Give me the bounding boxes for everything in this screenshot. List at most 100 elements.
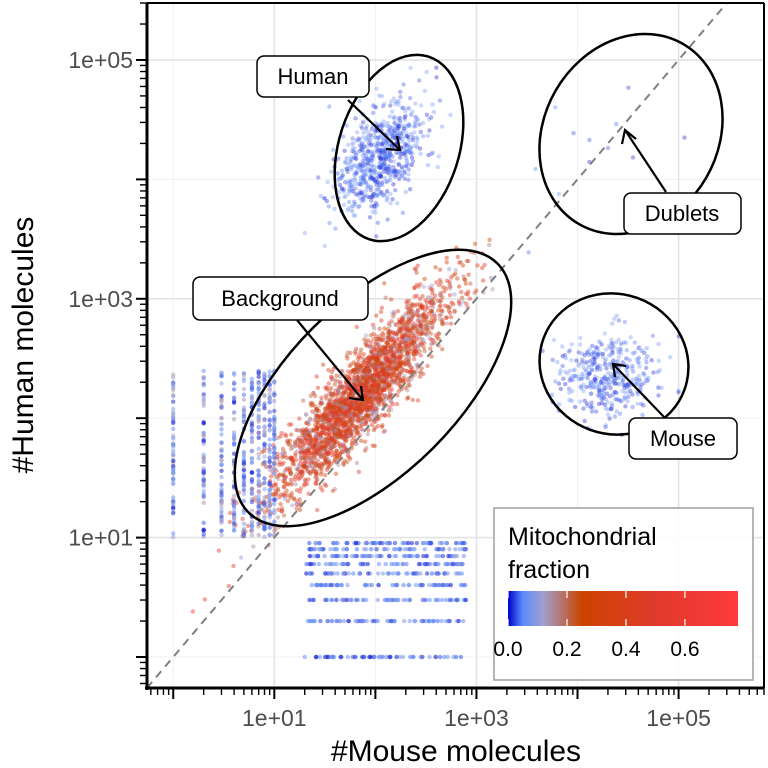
data-point — [346, 393, 351, 398]
data-point — [587, 371, 592, 376]
data-point — [376, 394, 381, 400]
data-point — [383, 387, 388, 392]
data-point — [330, 195, 335, 200]
data-point — [308, 450, 313, 456]
data-point — [375, 139, 381, 145]
data-point — [349, 185, 355, 191]
data-point — [377, 165, 383, 170]
data-point — [368, 133, 373, 138]
data-point — [343, 404, 348, 410]
data-point — [378, 309, 384, 315]
data-point — [345, 208, 350, 213]
data-point — [656, 358, 661, 363]
data-point — [319, 547, 324, 552]
data-point — [256, 455, 261, 461]
data-point — [388, 174, 393, 179]
data-point — [343, 389, 348, 394]
data-point — [400, 335, 405, 340]
data-point — [309, 438, 314, 443]
data-point — [351, 423, 356, 428]
data-point — [352, 155, 357, 160]
data-point — [381, 387, 387, 392]
data-point — [326, 450, 331, 456]
data-point — [398, 362, 404, 367]
data-point — [630, 363, 635, 369]
data-point — [372, 356, 377, 362]
data-point — [322, 457, 328, 463]
data-point — [379, 424, 385, 430]
data-point — [380, 385, 385, 390]
data-point — [584, 384, 589, 390]
data-point — [402, 150, 407, 155]
data-point — [387, 372, 392, 377]
data-point — [603, 385, 609, 390]
data-point — [317, 432, 322, 437]
data-point — [369, 422, 375, 428]
data-point — [325, 405, 330, 410]
data-point — [560, 363, 565, 369]
data-point — [282, 496, 287, 502]
data-point — [319, 398, 324, 403]
data-point — [320, 488, 325, 493]
data-point — [241, 521, 247, 526]
data-point — [402, 345, 407, 350]
data-point — [282, 476, 288, 481]
data-point — [299, 448, 304, 454]
data-point — [373, 187, 379, 193]
data-point — [404, 164, 409, 169]
data-point — [366, 133, 371, 138]
data-point — [419, 323, 424, 329]
data-point — [356, 379, 361, 384]
data-point — [336, 388, 341, 393]
data-point — [609, 352, 614, 357]
data-point — [390, 357, 396, 362]
data-point — [628, 335, 633, 340]
data-point — [602, 392, 607, 397]
data-point — [406, 339, 411, 344]
data-point — [395, 365, 400, 370]
data-point — [380, 103, 386, 109]
data-point — [625, 364, 630, 370]
data-point — [395, 360, 400, 365]
data-point — [337, 408, 342, 413]
data-point — [375, 357, 380, 362]
data-point — [374, 547, 380, 552]
data-point — [408, 65, 413, 71]
data-point — [377, 368, 382, 373]
data-point — [318, 485, 323, 490]
data-point — [348, 183, 354, 188]
data-point — [249, 400, 255, 406]
data-point — [428, 346, 433, 351]
data-point — [390, 311, 395, 316]
data-point — [376, 416, 381, 421]
data-point — [364, 172, 369, 177]
data-point — [413, 101, 418, 106]
data-point — [331, 413, 337, 418]
data-point — [415, 137, 420, 142]
data-point — [353, 366, 359, 372]
data-point — [348, 403, 353, 409]
data-point — [349, 405, 354, 411]
data-point — [288, 470, 294, 476]
data-point — [347, 431, 353, 437]
data-point — [267, 417, 272, 422]
data-point — [377, 163, 382, 169]
data-point — [420, 331, 425, 336]
data-point — [384, 654, 389, 660]
data-point — [438, 290, 444, 296]
data-point — [407, 138, 412, 143]
data-point — [394, 347, 400, 352]
data-point — [406, 312, 411, 317]
data-point — [420, 582, 425, 588]
data-point — [328, 427, 334, 432]
data-point — [434, 75, 439, 80]
data-point — [256, 382, 261, 387]
data-point — [353, 156, 358, 161]
data-point — [311, 469, 316, 474]
data-point — [375, 203, 380, 208]
data-point — [403, 152, 408, 158]
data-point — [444, 321, 450, 326]
data-point — [322, 243, 327, 249]
data-point — [646, 375, 651, 381]
data-point — [352, 199, 357, 204]
